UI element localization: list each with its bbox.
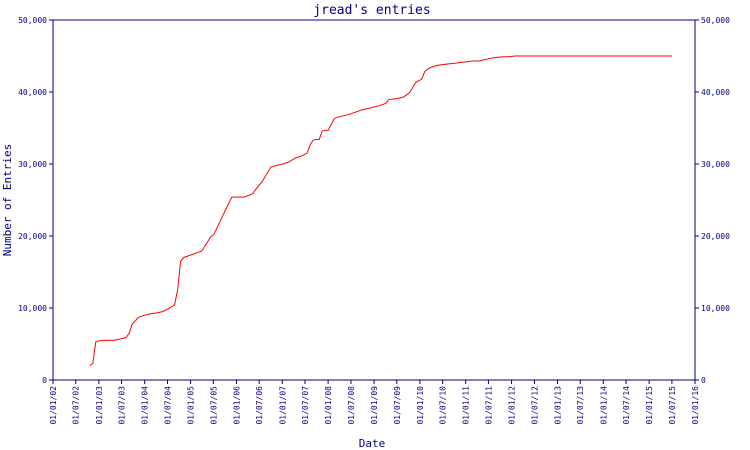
x-tick-label: 01/01/12 bbox=[508, 386, 517, 425]
plot-area-frame bbox=[52, 19, 696, 381]
x-tick-label: 01/07/02 bbox=[72, 386, 81, 425]
y-tick-label-right: 30,000 bbox=[701, 160, 730, 169]
x-tick-label: 01/01/02 bbox=[49, 386, 58, 425]
x-tick-label: 01/07/13 bbox=[576, 386, 585, 425]
y-axis-label: Number of Entries bbox=[1, 144, 14, 257]
x-tick-label: 01/01/07 bbox=[278, 386, 287, 425]
y-tick-label-left: 0 bbox=[42, 376, 47, 385]
x-tick-label: 01/07/12 bbox=[530, 386, 539, 425]
x-tick-label: 01/01/15 bbox=[645, 386, 654, 425]
x-tick-label: 01/01/04 bbox=[141, 386, 150, 425]
x-axis-label: Date bbox=[359, 437, 386, 450]
x-tick-label: 01/01/03 bbox=[95, 386, 104, 425]
x-tick-label: 01/01/05 bbox=[187, 386, 196, 425]
x-tick-label: 01/01/11 bbox=[462, 386, 471, 425]
x-tick-label: 01/01/14 bbox=[599, 386, 608, 425]
x-tick-label: 01/01/09 bbox=[370, 386, 379, 425]
x-tick-label: 01/07/14 bbox=[622, 386, 631, 425]
x-tick-label: 01/01/16 bbox=[691, 386, 700, 425]
x-tick-label: 01/07/03 bbox=[118, 386, 127, 425]
x-tick-label: 01/01/10 bbox=[416, 386, 425, 425]
x-tick-label: 01/01/08 bbox=[324, 386, 333, 425]
x-tick-label: 01/07/08 bbox=[347, 386, 356, 425]
x-tick-label: 01/07/11 bbox=[484, 386, 493, 425]
chart-title: jread's entries bbox=[313, 3, 430, 18]
x-tick-label: 01/07/15 bbox=[668, 386, 677, 425]
y-tick-label-right: 50,000 bbox=[701, 16, 730, 25]
y-tick-label-right: 0 bbox=[701, 376, 706, 385]
x-tick-label: 01/07/05 bbox=[209, 386, 218, 425]
y-tick-label-right: 10,000 bbox=[701, 304, 730, 313]
y-tick-label-left: 40,000 bbox=[18, 88, 47, 97]
series-layer bbox=[89, 55, 672, 367]
x-tick-label: 01/07/06 bbox=[255, 386, 264, 425]
y-tick-label-left: 50,000 bbox=[18, 16, 47, 25]
x-tick-label: 01/01/13 bbox=[554, 386, 563, 425]
y-tick-label-right: 20,000 bbox=[701, 232, 730, 241]
axis-ticks: 0 0 10,000 10,000 20,000 20,000 30,000 30,000 40… bbox=[18, 16, 730, 425]
x-tick-label: 01/07/09 bbox=[393, 386, 402, 425]
x-tick-label: 01/01/06 bbox=[232, 386, 241, 425]
y-tick-label-left: 10,000 bbox=[18, 304, 47, 313]
x-tick-label: 01/07/07 bbox=[301, 386, 310, 425]
y-tick-label-right: 40,000 bbox=[701, 88, 730, 97]
series-line bbox=[89, 55, 672, 367]
x-tick-label: 01/07/04 bbox=[164, 386, 173, 425]
y-tick-label-left: 20,000 bbox=[18, 232, 47, 241]
y-tick-label-left: 30,000 bbox=[18, 160, 47, 169]
x-tick-label: 01/07/10 bbox=[439, 386, 448, 425]
